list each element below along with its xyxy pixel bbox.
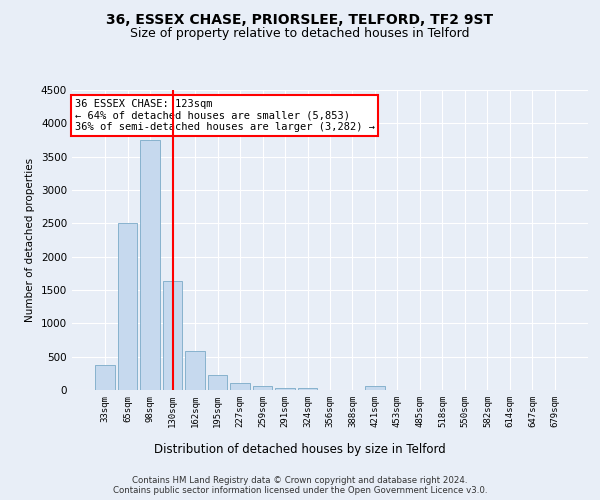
Bar — [118, 224, 137, 390]
Bar — [95, 366, 115, 390]
Bar — [230, 383, 250, 390]
Bar — [140, 140, 160, 390]
Bar — [275, 388, 295, 390]
Y-axis label: Number of detached properties: Number of detached properties — [25, 158, 35, 322]
Text: Size of property relative to detached houses in Telford: Size of property relative to detached ho… — [130, 28, 470, 40]
Text: Contains HM Land Registry data © Crown copyright and database right 2024.
Contai: Contains HM Land Registry data © Crown c… — [113, 476, 487, 495]
Bar — [298, 388, 317, 390]
Bar — [163, 280, 182, 390]
Bar — [365, 386, 385, 390]
Text: 36, ESSEX CHASE, PRIORSLEE, TELFORD, TF2 9ST: 36, ESSEX CHASE, PRIORSLEE, TELFORD, TF2… — [106, 12, 494, 26]
Text: Distribution of detached houses by size in Telford: Distribution of detached houses by size … — [154, 442, 446, 456]
Text: 36 ESSEX CHASE: 123sqm
← 64% of detached houses are smaller (5,853)
36% of semi-: 36 ESSEX CHASE: 123sqm ← 64% of detached… — [74, 99, 374, 132]
Bar — [253, 386, 272, 390]
Bar — [208, 374, 227, 390]
Bar — [185, 352, 205, 390]
